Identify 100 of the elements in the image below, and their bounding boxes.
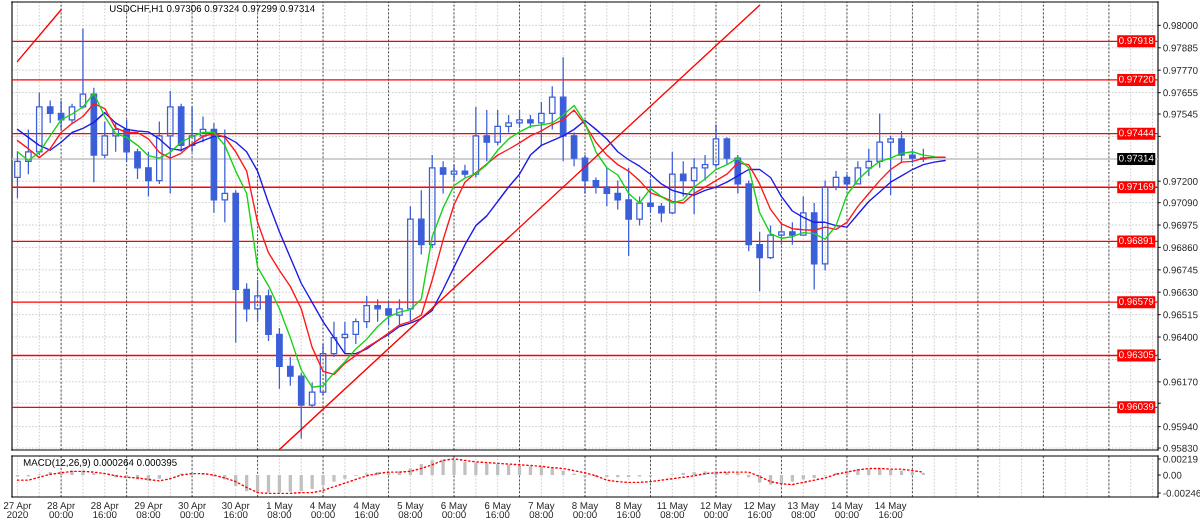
candlestick xyxy=(472,106,480,179)
candlestick xyxy=(592,176,600,195)
candlestick xyxy=(789,221,796,246)
y-tick-label: 0.98000 xyxy=(1163,22,1198,29)
candlestick xyxy=(854,160,862,185)
x-tick-label: 27 Apr 2020 xyxy=(3,502,32,519)
candlestick xyxy=(690,157,698,215)
x-tick-label: 6 May 16:00 xyxy=(484,502,511,519)
candlestick xyxy=(516,109,523,129)
bar xyxy=(288,475,292,492)
candlestick xyxy=(254,279,261,323)
candlestick xyxy=(374,298,381,323)
x-tick-label: 29 Apr 08:00 xyxy=(134,502,163,519)
y-tick-label: 0.96515 xyxy=(1163,311,1198,319)
bar xyxy=(441,459,445,476)
bar xyxy=(528,466,533,476)
ref-line-label: 0.97169 xyxy=(1119,182,1154,190)
candlestick xyxy=(439,160,447,195)
candlestick xyxy=(614,179,622,211)
bar xyxy=(910,472,915,476)
y-tick-label: 0.96400 xyxy=(1163,333,1198,341)
candlestick xyxy=(166,90,174,195)
x-tick-label: 12 May 16:00 xyxy=(744,502,776,519)
candlestick xyxy=(810,202,818,291)
y-tick-label: 0.97200 xyxy=(1163,177,1198,185)
candlestick xyxy=(341,321,349,355)
x-tick-label: 1 May 08:00 xyxy=(266,502,293,519)
x-tick-label: 30 Apr 00:00 xyxy=(178,502,206,519)
candlestick xyxy=(723,136,731,166)
ref-line-label: 0.96891 xyxy=(1119,237,1154,244)
candlestick xyxy=(450,164,458,182)
candlestick xyxy=(243,282,251,323)
candlestick xyxy=(876,112,884,169)
y-tick-label: 0.95940 xyxy=(1163,423,1198,431)
candlestick xyxy=(494,109,502,146)
bar xyxy=(310,475,314,489)
candlestick xyxy=(155,120,163,185)
candlestick xyxy=(799,195,807,236)
line-series xyxy=(16,458,925,495)
x-tick-label: 13 May 08:00 xyxy=(788,502,820,519)
chart-title: MACD(12,26,9) 0.000264 0.000395 xyxy=(23,458,177,468)
candlestick xyxy=(570,131,578,167)
candlestick xyxy=(559,56,567,162)
candlestick xyxy=(767,224,774,260)
candlestick xyxy=(603,167,611,207)
y-tick-label: 0.96630 xyxy=(1163,288,1198,296)
candlestick xyxy=(647,178,654,214)
candlestick xyxy=(537,101,545,146)
x-tick-label: 14 May 00:00 xyxy=(831,502,863,519)
y-tick-label: 0.96975 xyxy=(1163,221,1198,229)
candlestick xyxy=(756,231,763,292)
x-tick-label: 6 May 00:00 xyxy=(441,502,468,519)
y-tick-label: 0.00219 xyxy=(1163,455,1198,463)
candlestick xyxy=(68,103,76,124)
candlestick xyxy=(636,195,643,227)
candlestick xyxy=(188,106,196,153)
candlestick xyxy=(210,122,218,214)
candlestick xyxy=(778,221,785,246)
candlestick xyxy=(352,317,360,345)
candlestick xyxy=(887,135,894,196)
candlestick xyxy=(581,154,589,195)
candlestick xyxy=(407,205,414,323)
candlestick xyxy=(286,356,294,387)
candlestick xyxy=(319,343,327,396)
candlestick xyxy=(276,327,283,390)
x-tick-label: 14 May 16:00 xyxy=(875,502,907,519)
candlestick xyxy=(483,109,491,162)
ref-line-label: 0.97720 xyxy=(1119,75,1154,83)
candlestick xyxy=(46,99,54,124)
candlestick xyxy=(308,381,316,409)
bar xyxy=(485,463,489,476)
candlestick xyxy=(417,189,425,256)
candlestick xyxy=(821,179,829,272)
x-tick-label: 4 May 16:00 xyxy=(353,502,380,519)
y-tick-label: 0.96745 xyxy=(1163,266,1198,274)
bar xyxy=(463,461,467,476)
bar xyxy=(550,468,554,476)
candlestick xyxy=(396,298,403,326)
candlestick xyxy=(701,154,709,182)
chart-title: USDCHF,H1 0.97306 0.97324 0.97299 0.97314 xyxy=(109,5,315,14)
candlestick xyxy=(625,167,633,257)
annotation: 0.97314 xyxy=(1119,154,1154,162)
x-tick-label: 5 May 08:00 xyxy=(397,502,424,519)
bar xyxy=(332,475,336,482)
y-tick-label: 0.96860 xyxy=(1163,244,1198,252)
y-tick-label: 0.97770 xyxy=(1163,66,1198,74)
candlestick xyxy=(658,202,665,223)
candlestick xyxy=(90,87,98,183)
candlestick xyxy=(145,151,152,198)
x-tick-label: 7 May 08:00 xyxy=(528,502,555,519)
ref-line-label: 0.96305 xyxy=(1119,351,1154,359)
candlestick xyxy=(297,372,305,440)
bar xyxy=(157,475,161,479)
ref-line-label: 0.96039 xyxy=(1119,403,1154,410)
candlestick xyxy=(134,148,141,180)
candlestick xyxy=(14,151,21,199)
y-tick-label: 0.96170 xyxy=(1163,378,1198,386)
y-tick-label: 0.97545 xyxy=(1163,110,1198,118)
candlestick xyxy=(101,120,109,159)
candlestick xyxy=(548,85,556,131)
